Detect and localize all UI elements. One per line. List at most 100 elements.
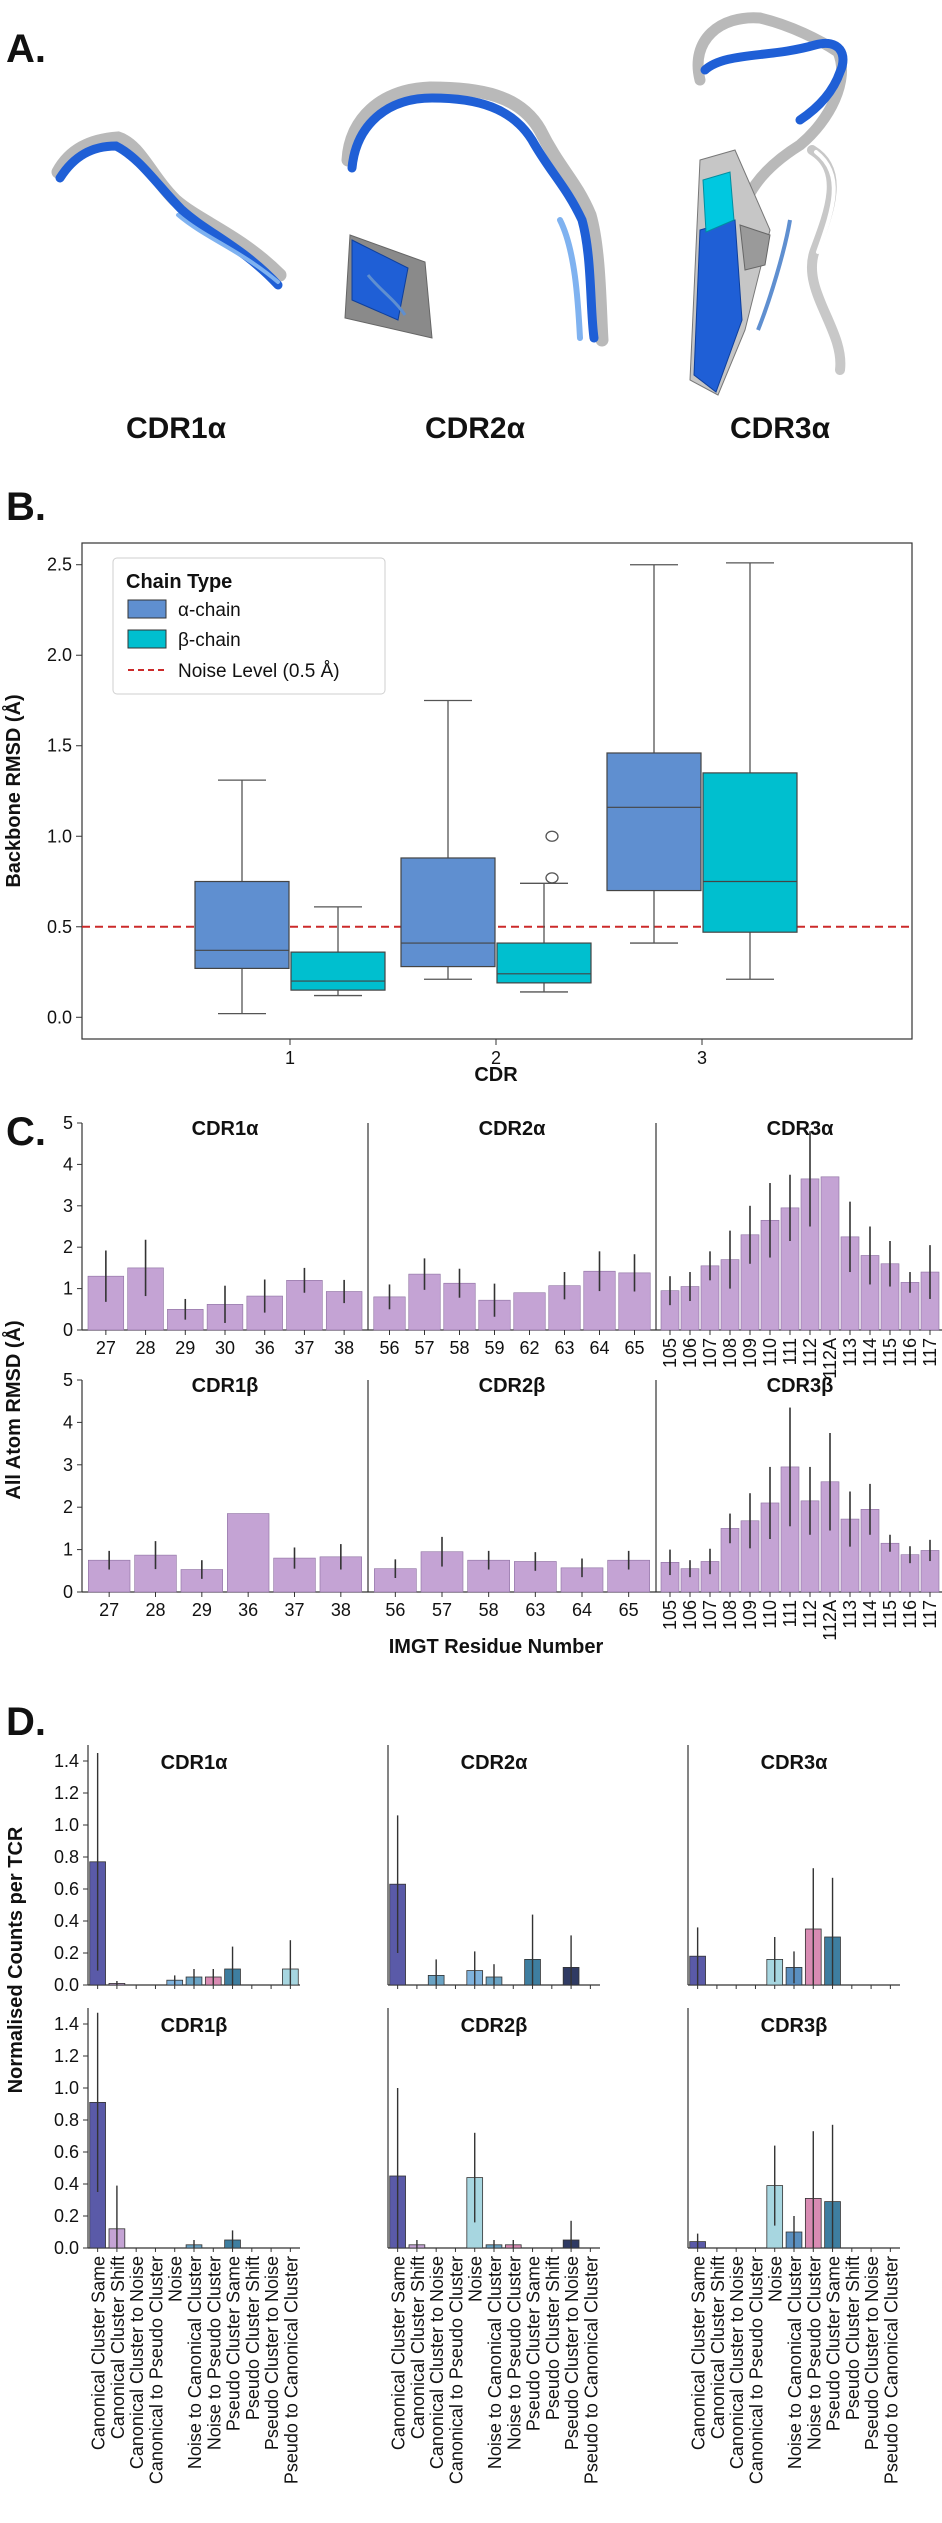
x-tick-label: 107: [700, 1600, 720, 1630]
x-tick-label: Canonical Cluster Shift: [408, 2256, 428, 2439]
legend-noise: Noise Level (0.5 Å): [178, 661, 340, 682]
x-tick-label: 28: [145, 1600, 165, 1620]
legend-swatch-alpha: [127, 599, 167, 619]
panel-label-c: C.: [6, 1110, 46, 1154]
residue-x-label: IMGT Residue Number: [389, 1636, 604, 1658]
y-tick-label: 2.0: [47, 645, 72, 665]
x-tick-label: Canonical Cluster Same: [389, 2256, 409, 2450]
y-tick-label: 1.4: [54, 2014, 79, 2034]
y-tick-label: 3: [63, 1455, 73, 1475]
y-tick-label: 3: [63, 1196, 73, 1216]
x-tick-label: 37: [294, 1338, 314, 1358]
y-tick-label: 0.0: [47, 1007, 72, 1027]
box-outlier: [545, 872, 559, 884]
x-tick-label: 1: [285, 1048, 295, 1068]
y-tick-label: 0.2: [54, 2206, 79, 2226]
x-tick-label: 29: [175, 1338, 195, 1358]
x-tick-label: Canonical Cluster to Noise: [427, 2256, 447, 2469]
x-tick-label: 114: [860, 1338, 880, 1367]
x-tick-label: 57: [414, 1338, 434, 1358]
y-tick-label: 5: [63, 1370, 73, 1390]
x-tick-label: 62: [519, 1338, 539, 1358]
x-tick-label: 64: [589, 1338, 609, 1358]
x-tick-label: Pseudo Cluster Shift: [543, 2256, 563, 2420]
y-tick-label: 0.2: [54, 1943, 79, 1963]
x-tick-label: Pseudo Cluster to Noise: [562, 2256, 582, 2450]
x-tick-label: 56: [385, 1600, 405, 1620]
x-tick-label: Pseudo to Canonical Cluster: [281, 2256, 301, 2484]
structure-cdr3a: [689, 12, 848, 396]
y-tick-label: 0: [63, 1320, 73, 1340]
y-tick-label: 1.4: [54, 1751, 79, 1771]
y-tick-label: 0.4: [54, 2174, 79, 2194]
structure-cdr1a: [51, 131, 287, 290]
x-tick-label: 38: [331, 1600, 351, 1620]
x-tick-label: Noise to Pseudo Cluster: [504, 2256, 524, 2450]
x-tick-label: 65: [619, 1600, 639, 1620]
x-tick-label: Noise to Pseudo Cluster: [204, 2256, 224, 2450]
x-tick-label: 114: [860, 1600, 880, 1629]
y-tick-label: 1.5: [47, 736, 72, 756]
x-tick-label: 2: [491, 1048, 501, 1068]
x-tick-label: Canonical Cluster to Noise: [127, 2256, 147, 2469]
box-beta: [702, 772, 798, 933]
legend-title: Chain Type: [126, 571, 232, 593]
x-tick-label: 27: [96, 1338, 116, 1358]
x-tick-label: 64: [572, 1600, 592, 1620]
y-tick-label: 1.0: [47, 826, 72, 846]
y-tick-label: 0.8: [54, 2110, 79, 2130]
x-tick-label: 107: [700, 1338, 720, 1368]
x-tick-label: Pseudo Cluster Shift: [843, 2256, 863, 2420]
boxplot-legend: Chain Type α-chain β-chain Noise Level (…: [112, 557, 386, 695]
x-tick-label: Noise: [466, 2256, 486, 2302]
bar: [443, 1282, 476, 1331]
structure-label-cdr1a: CDR1α: [126, 412, 227, 445]
x-tick-label: Pseudo Cluster Same: [224, 2256, 244, 2431]
structure-label-cdr2a: CDR2α: [425, 412, 526, 445]
y-tick-label: 2.5: [47, 555, 72, 575]
x-tick-label: Pseudo Cluster Same: [824, 2256, 844, 2431]
structure-cdr2a: [341, 81, 609, 347]
subplot-title: CDR2α: [479, 1118, 546, 1140]
x-tick-label: Canonical to Pseudo Cluster: [146, 2256, 166, 2484]
boxplot-x-label: CDR: [474, 1064, 518, 1086]
subplot-title: CDR3α: [761, 1752, 828, 1774]
x-tick-label: 63: [525, 1600, 545, 1620]
x-tick-label: 56: [379, 1338, 399, 1358]
boxplot-chart: 0.0 0.5 1.0 1.5 2.0 2.5 1 2 3 CDR Backbone RMSD…: [1, 542, 913, 1086]
panel-label-d: D.: [6, 1700, 46, 1744]
x-tick-label: Canonical Cluster Same: [89, 2256, 109, 2450]
bar: [513, 1292, 546, 1331]
x-tick-label: 37: [284, 1600, 304, 1620]
y-tick-label: 0: [63, 1582, 73, 1602]
y-tick-label: 0.6: [54, 2142, 79, 2162]
box-beta: [290, 951, 386, 991]
subplot-title: CDR1β: [192, 1375, 259, 1397]
x-tick-label: 57: [432, 1600, 452, 1620]
bar: [820, 1176, 840, 1331]
cluster-y-label: Normalised Counts per TCR: [5, 1826, 27, 2093]
x-tick-label: Canonical Cluster Same: [689, 2256, 709, 2450]
x-tick-label: Noise: [766, 2256, 786, 2302]
x-tick-label: 111: [780, 1600, 800, 1627]
x-tick-label: 117: [920, 1338, 940, 1367]
x-tick-label: 115: [880, 1600, 900, 1629]
x-tick-label: 109: [740, 1600, 760, 1630]
x-tick-label: 105: [660, 1338, 680, 1368]
x-tick-label: Canonical Cluster to Noise: [727, 2256, 747, 2469]
x-tick-label: 65: [624, 1338, 644, 1358]
x-tick-label: 36: [255, 1338, 275, 1358]
x-tick-label: 36: [238, 1600, 258, 1620]
x-tick-label: 112A: [820, 1600, 840, 1641]
y-tick-label: 2: [63, 1237, 73, 1257]
x-tick-label: 59: [484, 1338, 504, 1358]
structure-label-cdr3a: CDR3α: [730, 412, 831, 445]
legend-frame: [112, 557, 386, 695]
x-tick-label: Canonical Cluster Shift: [108, 2256, 128, 2439]
x-tick-label: 113: [840, 1338, 860, 1367]
y-tick-label: 0.8: [54, 1847, 79, 1867]
x-tick-label: 108: [720, 1338, 740, 1368]
x-tick-label: Pseudo Cluster Shift: [243, 2256, 263, 2420]
x-tick-label: Pseudo Cluster to Noise: [262, 2256, 282, 2450]
